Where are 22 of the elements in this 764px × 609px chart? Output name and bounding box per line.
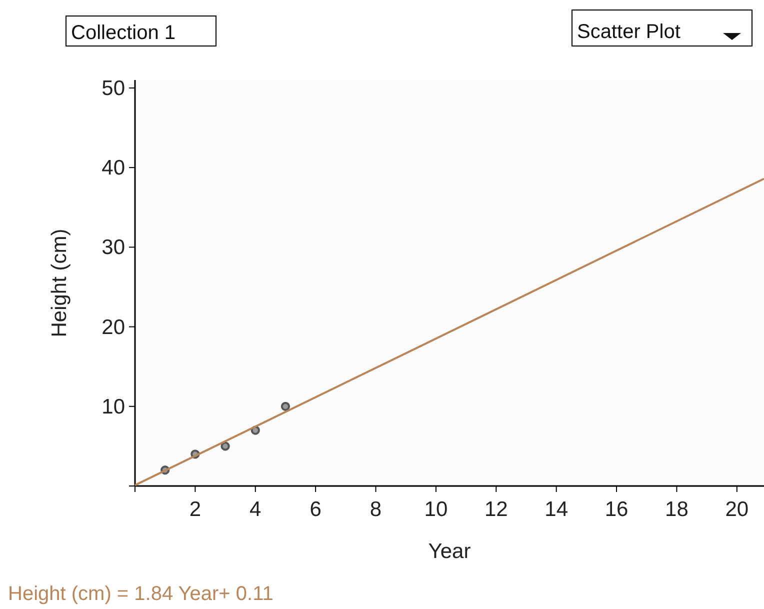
y-tick-label: 10 xyxy=(102,395,125,418)
text: Scatter Plot xyxy=(577,21,681,43)
x-tick-label: 20 xyxy=(725,498,749,521)
y-tick-label: 30 xyxy=(102,236,125,260)
x-tick-label: 18 xyxy=(665,498,688,521)
point xyxy=(220,442,230,451)
x-tick-label: 12 xyxy=(484,498,508,521)
x-tick-label: 14 xyxy=(544,498,568,521)
point xyxy=(280,402,290,411)
x-tick-label: 4 xyxy=(250,498,262,521)
x-tick-label: 16 xyxy=(604,498,628,521)
x-tick-label: 10 xyxy=(424,498,448,521)
x-axis-title: Year xyxy=(428,540,471,563)
x-tick-label: 2 xyxy=(189,498,202,521)
y-tick-label: 20 xyxy=(102,316,125,339)
text: Height (cm) = 1.84 Year+ 0.11 xyxy=(8,583,274,605)
y-axis-title: Height (cm) xyxy=(48,228,71,338)
x-tick-label: 6 xyxy=(310,498,322,521)
y-tick-label: 50 xyxy=(102,76,125,100)
x-tick-label: 8 xyxy=(370,498,382,521)
y-tick-label: 40 xyxy=(102,156,125,180)
text: Collection 1 xyxy=(71,22,176,44)
